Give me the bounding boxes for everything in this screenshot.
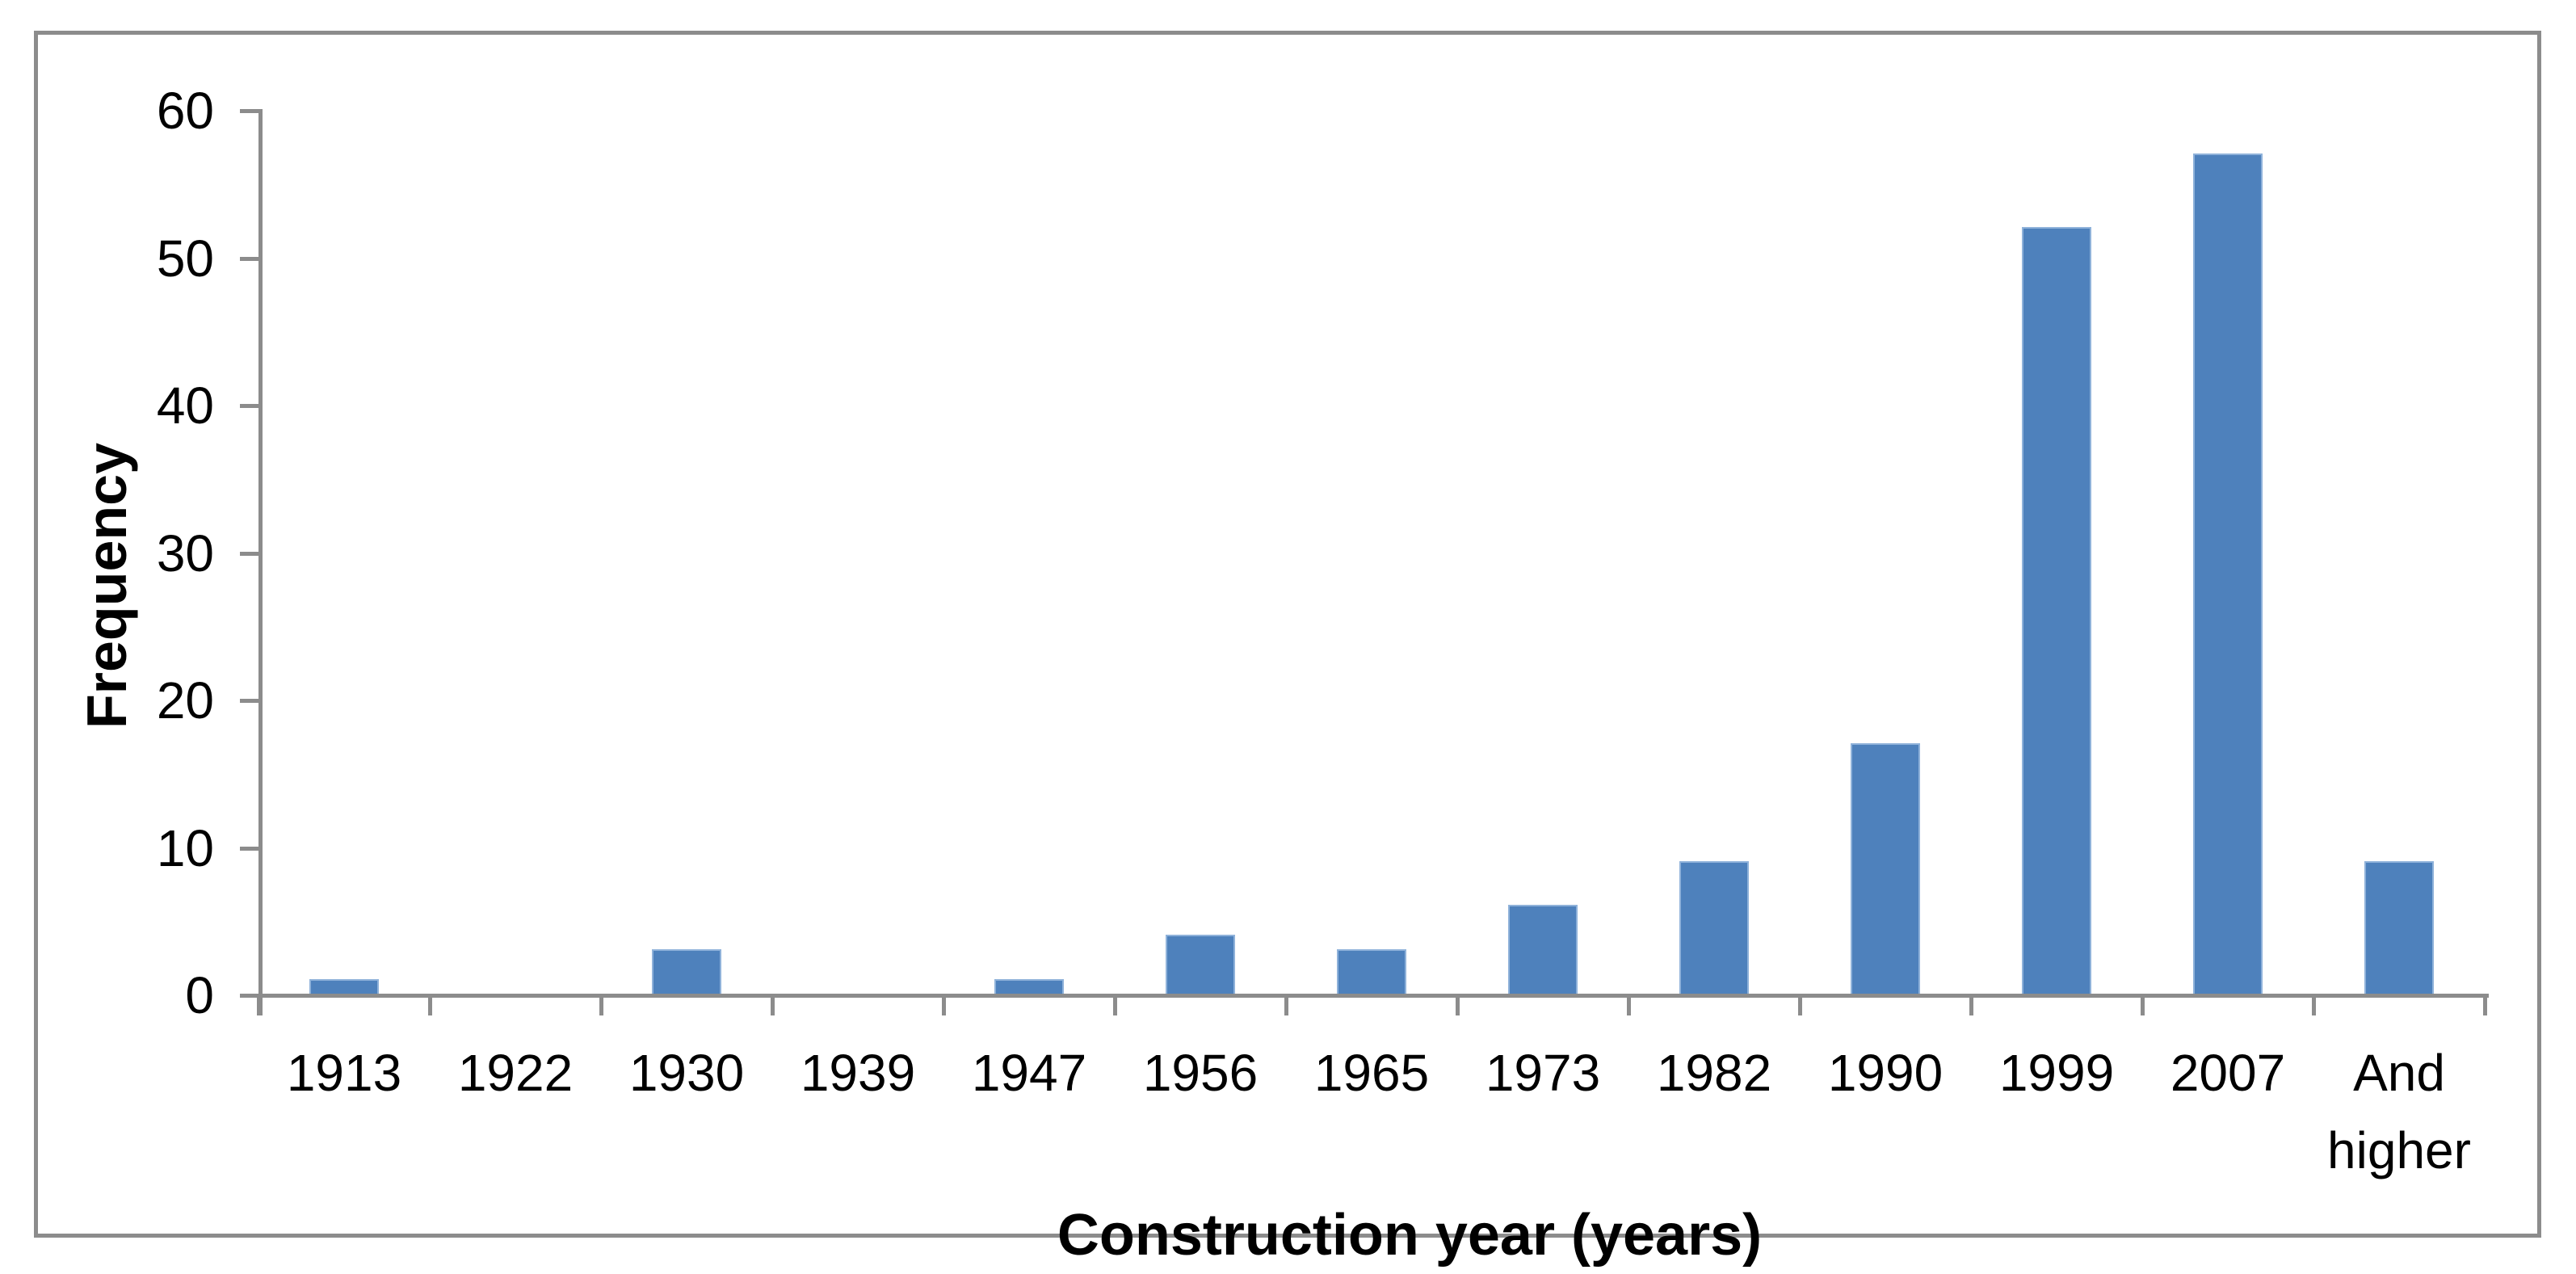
x-axis-title: Construction year (years) xyxy=(1057,1203,1763,1268)
chart-frame: Frequency Construction year (years) xyxy=(34,31,2541,1268)
y-axis-title: Frequency xyxy=(75,443,138,729)
